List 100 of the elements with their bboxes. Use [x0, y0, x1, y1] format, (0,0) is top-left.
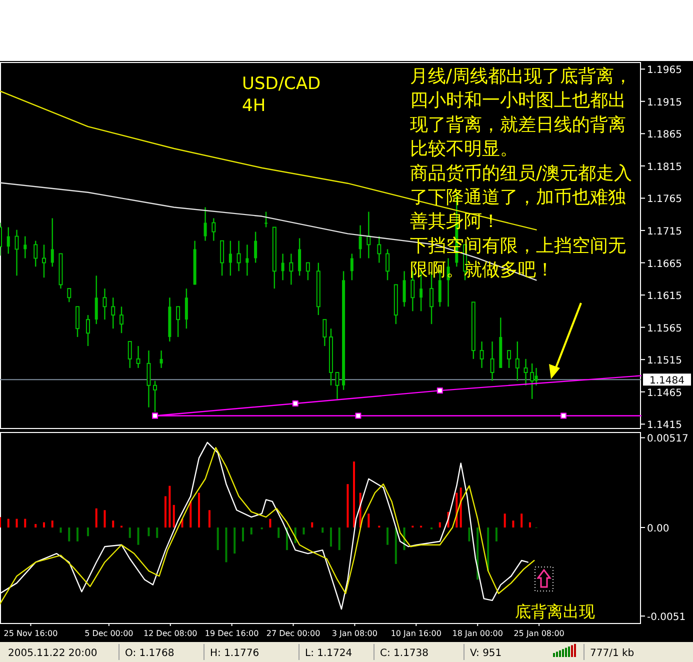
- bar: [346, 484, 349, 528]
- y-tick-label: -0.0051: [647, 612, 686, 624]
- candlestick: [76, 306, 80, 338]
- annotation: 底背离出现: [515, 602, 595, 621]
- bar: [302, 528, 305, 534]
- y-tick-label: 1.1765: [647, 194, 682, 206]
- y-tick-label: 1.1415: [647, 420, 682, 432]
- candlestick: [94, 275, 98, 325]
- x-tick-label: 19 Dec 16:00: [204, 629, 259, 638]
- bar: [190, 501, 192, 528]
- candlestick: [264, 211, 268, 228]
- text: 2005.11.22 20:00: [8, 648, 98, 659]
- line-series: [0, 90, 537, 230]
- text: O: 1.1768: [125, 648, 174, 659]
- x-tick-label: 3 Jan 08:00: [332, 629, 378, 638]
- candlestick: [24, 236, 27, 259]
- bar: [104, 510, 106, 528]
- point: [436, 388, 443, 394]
- candlestick: [119, 306, 124, 334]
- y-tick-label: 1.1615: [647, 291, 682, 302]
- bar: [164, 496, 166, 528]
- text: H: 1.1776: [210, 648, 260, 659]
- y-tick-label: 1.1815: [647, 162, 682, 173]
- text: V: 951: [470, 648, 502, 659]
- candlestick: [128, 340, 132, 369]
- bar: [225, 528, 228, 562]
- x-tick-label: 10 Jan 16:00: [390, 629, 442, 638]
- point: [355, 412, 362, 419]
- candlestick: [50, 218, 54, 268]
- candlestick: [530, 362, 534, 400]
- bar: [172, 504, 175, 528]
- x-tick-label: 18 Jan 00:00: [452, 629, 503, 638]
- bar: [42, 522, 45, 528]
- candlestick: [160, 350, 163, 369]
- candlestick: [480, 340, 484, 369]
- bar: [269, 518, 272, 528]
- candlestick: [34, 240, 38, 268]
- candlestick: [220, 240, 224, 276]
- candlestick: [490, 340, 494, 382]
- text: 777/1 kb: [590, 648, 634, 659]
- x-tick-label: 12 Dec 08:00: [143, 629, 198, 638]
- y-tick-label: 0.00: [647, 524, 670, 534]
- x-tick-label: 25 Nov 16:00: [4, 629, 58, 638]
- text: 4H: [242, 96, 266, 116]
- candlestick: [42, 244, 46, 278]
- bar: [528, 522, 531, 528]
- candlestick: [67, 288, 72, 303]
- bar: [368, 514, 370, 528]
- bar: [338, 528, 340, 550]
- y-tick-label: 1.1715: [647, 226, 682, 238]
- candlestick: [14, 229, 19, 276]
- text: C: 1.1738: [380, 648, 429, 659]
- bar: [137, 528, 140, 545]
- bar: [487, 528, 490, 571]
- bar: [234, 528, 236, 554]
- candlestick: [507, 350, 512, 369]
- bar: [353, 462, 356, 528]
- candlestick: [111, 297, 116, 330]
- candlestick: [228, 240, 232, 276]
- bar: [7, 518, 10, 528]
- bar: [311, 522, 314, 528]
- y-tick-label: 0.00517: [647, 434, 688, 445]
- bar: [128, 528, 131, 538]
- candlestick: [306, 262, 310, 281]
- point: [560, 412, 566, 419]
- bar: [86, 528, 89, 536]
- bar: [394, 528, 397, 564]
- candlestick: [524, 358, 528, 386]
- bar: [68, 528, 70, 542]
- y-tick-label: 1.1665: [647, 258, 682, 270]
- annotation: 月线/周线都出现了底背离，四小时和一小时图上也都出现了背离，就差日线的背离比较不明显。: [410, 66, 632, 160]
- y-tick-label: 1.1865: [647, 130, 682, 141]
- text: USD/CAD: [242, 74, 321, 94]
- candlestick: [386, 248, 390, 281]
- bar: [520, 514, 523, 528]
- text: L: 1.1724: [305, 648, 352, 659]
- bar: [95, 508, 98, 528]
- bar: [76, 528, 79, 542]
- bar: [198, 492, 200, 528]
- candlestick: [86, 314, 90, 347]
- bar: [250, 528, 252, 534]
- bar: [156, 528, 158, 538]
- candlestick: [102, 288, 107, 320]
- point: [292, 400, 298, 406]
- x-tick-label: 27 Dec 00:00: [266, 629, 320, 638]
- y-tick-label: 1.1965: [647, 65, 682, 76]
- bar: [438, 522, 441, 528]
- bar: [60, 528, 62, 533]
- bar: [278, 528, 280, 538]
- candlestick: [136, 345, 140, 369]
- bar: [34, 524, 37, 528]
- candlestick: [212, 218, 216, 242]
- candlestick: [402, 270, 406, 308]
- bar: [386, 528, 389, 545]
- bar: [148, 528, 150, 536]
- bar: [330, 528, 332, 547]
- bar: [112, 520, 114, 528]
- candlestick: [298, 238, 302, 276]
- bar: [242, 528, 244, 542]
- candlestick: [254, 231, 258, 264]
